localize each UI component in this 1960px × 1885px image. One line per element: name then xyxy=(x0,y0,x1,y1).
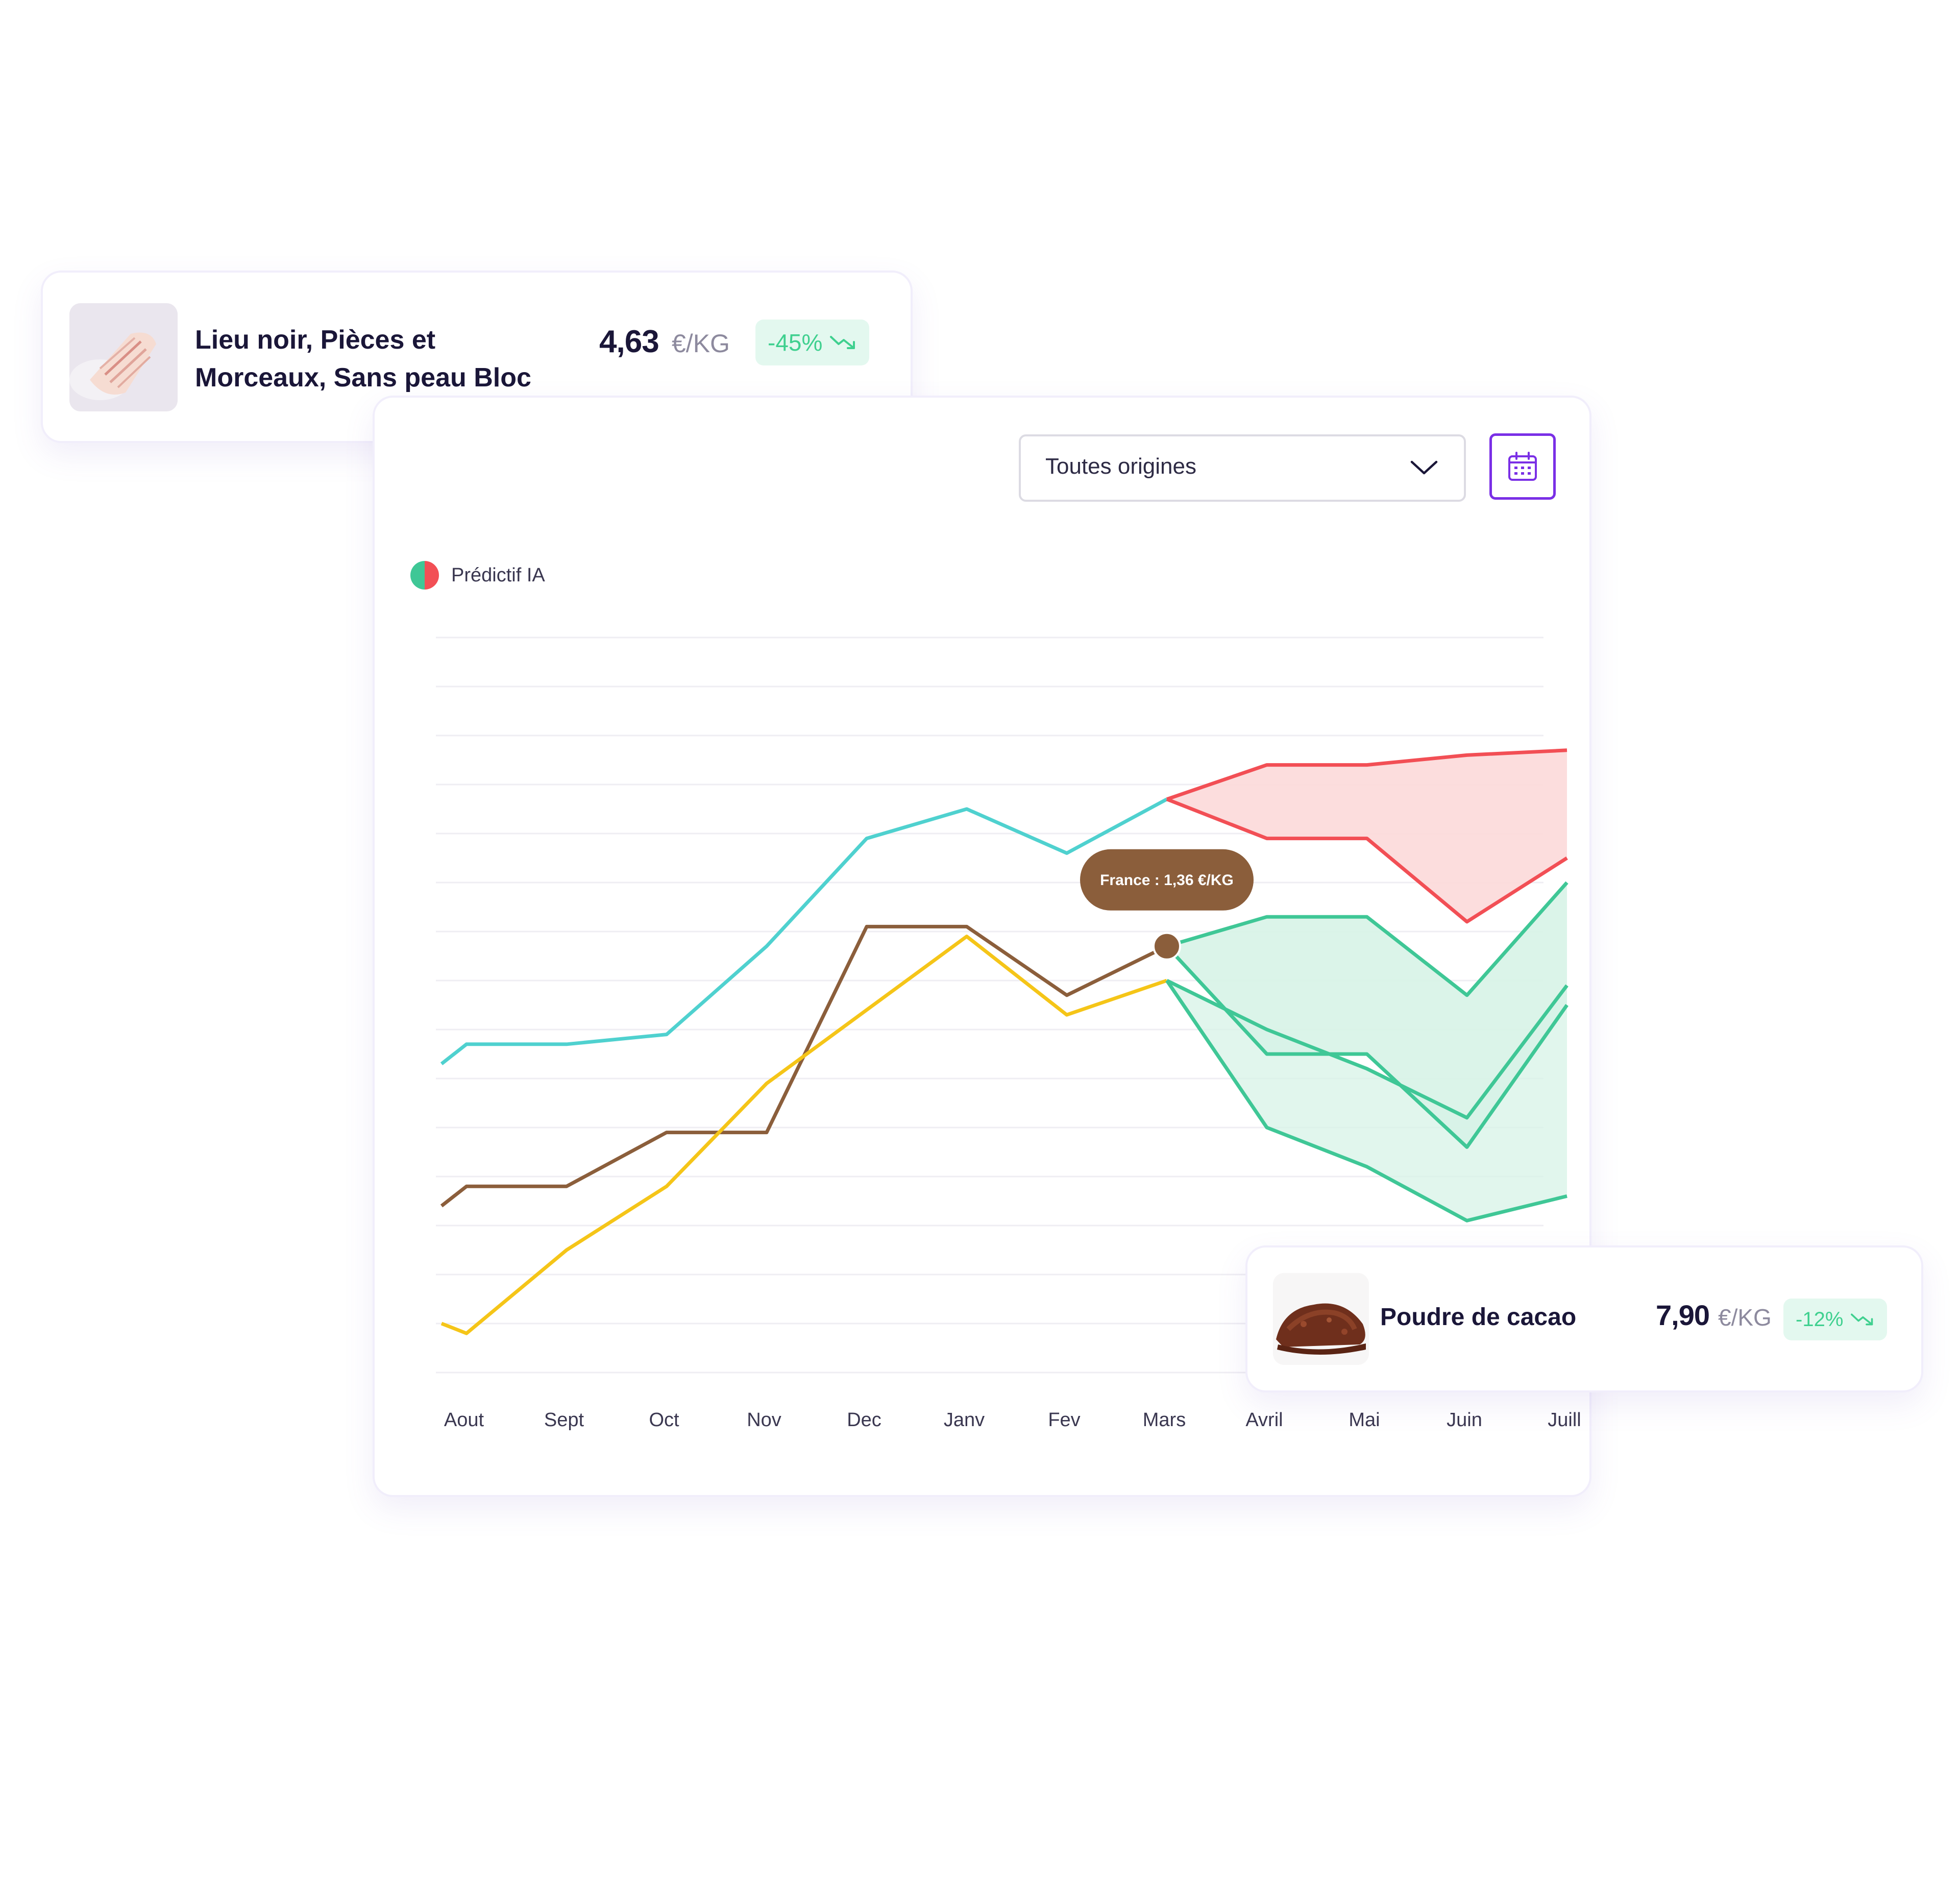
trend-down-icon xyxy=(830,336,855,349)
product-name-line-2: Morceaux, Sans peau Bloc xyxy=(195,363,531,393)
x-tick-label: Juin xyxy=(1447,1409,1482,1431)
forecast-band-fill xyxy=(1167,981,1567,1221)
product-name: Poudre de cacao xyxy=(1380,1304,1577,1331)
x-tick-label: Fev xyxy=(1048,1409,1080,1431)
forecast-band-fill xyxy=(1167,883,1567,1147)
x-tick-label: Juill xyxy=(1548,1409,1581,1431)
legend-label: Prédictif IA xyxy=(451,564,545,586)
price-chart-card: Toutes origines Prédictif IA France : 1,… xyxy=(373,396,1591,1497)
cocoa-powder-image xyxy=(1273,1273,1369,1365)
forecast-band-lower-line xyxy=(1165,945,1569,1149)
price-change-badge: -12% xyxy=(1783,1299,1888,1340)
trend-down-icon xyxy=(1851,1313,1873,1326)
x-tick-label: Avril xyxy=(1245,1409,1283,1431)
product-card-poudre-de-cacao[interactable]: Poudre de cacao 7,90 €/KG -12% xyxy=(1245,1245,1923,1392)
x-tick-label: Oct xyxy=(649,1409,679,1431)
forecast-band-lower-line xyxy=(1165,980,1567,1222)
price-unit: €/KG xyxy=(672,329,730,358)
product-card-lieu-noir[interactable]: Lieu noir, Pièces et Morceaux, Sans peau… xyxy=(41,271,913,443)
calendar-icon xyxy=(1508,452,1537,481)
tooltip-bubble xyxy=(1080,849,1254,911)
origin-select[interactable]: Toutes origines xyxy=(1019,434,1466,502)
forecast-band-fill xyxy=(1167,750,1567,922)
tooltip-text: France : 1,36 €/KG xyxy=(1100,872,1234,889)
price-change-badge: -45% xyxy=(755,320,870,365)
product-price: 7,90 xyxy=(1656,1299,1710,1331)
price-change-value: -45% xyxy=(768,329,823,356)
product-price: 4,63 xyxy=(599,324,659,359)
fish-fillet-image xyxy=(69,303,178,411)
x-tick-label: Mai xyxy=(1349,1409,1380,1431)
chart-legend: Prédictif IA xyxy=(410,561,545,590)
product-name-line-1: Lieu noir, Pièces et xyxy=(195,325,436,355)
series-line-brown xyxy=(440,924,1168,1208)
x-tick-label: Janv xyxy=(944,1409,985,1431)
product-name: Lieu noir, Pièces et Morceaux, Sans peau… xyxy=(195,321,603,397)
line-chart: France : 1,36 €/KG Aout Sept Oct Nov Dec Janv F… xyxy=(436,637,1581,1431)
series-line-cyan xyxy=(440,797,1168,1065)
forecast-band-upper-line xyxy=(1166,748,1567,801)
x-tick-label: Sept xyxy=(544,1409,584,1431)
forecast-band-upper-line xyxy=(1166,881,1569,997)
price-change-value: -12% xyxy=(1796,1308,1844,1331)
highlight-point xyxy=(1153,932,1181,961)
forecast-band-lower-line xyxy=(1166,797,1568,924)
x-tick-label: Dec xyxy=(847,1409,881,1431)
chevron-down-icon xyxy=(1410,460,1438,475)
origin-select-value: Toutes origines xyxy=(1045,454,1196,479)
x-tick-label: Nov xyxy=(747,1409,781,1431)
x-tick-label: Aout xyxy=(444,1409,484,1431)
forecast-band-upper-line xyxy=(1166,978,1569,1120)
price-unit: €/KG xyxy=(1718,1304,1772,1331)
calendar-button[interactable] xyxy=(1489,433,1556,500)
series-line-yellow xyxy=(440,935,1168,1335)
x-tick-label: Mars xyxy=(1143,1409,1186,1431)
